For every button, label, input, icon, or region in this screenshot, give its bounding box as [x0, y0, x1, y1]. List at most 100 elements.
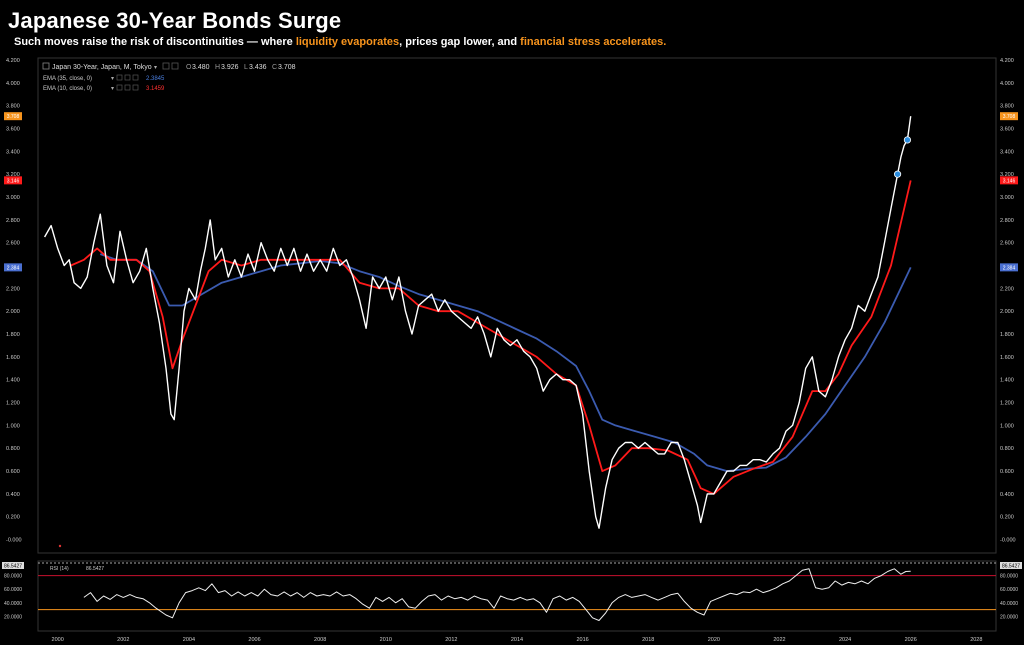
- y-tick-label-left: 3.400: [6, 149, 20, 155]
- x-tick-label: 2008: [314, 637, 326, 643]
- y-tick-label-right: 1.200: [1000, 401, 1014, 407]
- legend-eye-icon[interactable]: [116, 74, 123, 81]
- x-tick-label: 2022: [773, 637, 785, 643]
- subtitle-text: , prices gap lower, and: [399, 36, 521, 48]
- y-tick-label-right: 2.200: [1000, 286, 1014, 292]
- y-tick-label-left: 3.200: [6, 172, 20, 178]
- subtitle-highlight: liquidity evaporates: [295, 36, 400, 48]
- legend-rsi-label[interactable]: RSI (14): [50, 566, 69, 572]
- legend-settings-icon[interactable]: [124, 84, 131, 91]
- y-tick-label-right: 2.000: [1000, 309, 1014, 315]
- legend: Japan 30-Year, Japan, M, Tokyo ▾ O 3.480…: [42, 62, 296, 572]
- y-tick-label-right: 1.400: [1000, 378, 1014, 384]
- y-tick-label-right: 2.600: [1000, 241, 1014, 247]
- event-marker-icon: [893, 170, 902, 178]
- x-tick-label: 2004: [183, 637, 195, 643]
- y-tick-label-right: 3.000: [1000, 195, 1014, 201]
- x-tick-label: 2010: [380, 637, 392, 643]
- rsi-tick-left: 40.0000: [4, 601, 22, 607]
- legend-more-icon[interactable]: [132, 74, 139, 81]
- legend-ema35-label[interactable]: EMA (35, close, 0): [43, 76, 92, 82]
- legend-ema10-value: 3.1459: [146, 86, 165, 92]
- rsi-tick-right: 20.0000: [1000, 614, 1018, 620]
- x-axis: 2000 2002 2004 2006 2008 2010 2012 2014 2016 2018…: [52, 637, 983, 643]
- ema35-badge-right-bg: [1000, 263, 1018, 272]
- y-axis-right: 4.200 4.000 3.800 3.600 3.400 3.200 3.000 2.800…: [1000, 58, 1016, 544]
- legend-eye-icon[interactable]: [116, 84, 123, 91]
- ohlc-high-label: H: [215, 64, 220, 71]
- y-tick-label-right: 3.400: [1000, 149, 1014, 155]
- rsi-group: [38, 562, 996, 621]
- price-badge-left-label: 3.708: [7, 114, 20, 120]
- badges: 3.708 3.146 2.384 3.708 3.146 2.384: [4, 112, 1018, 272]
- x-tick-label: 2024: [839, 637, 851, 643]
- rsi-badge-right-bg: [1000, 562, 1022, 569]
- legend-ema10-label[interactable]: EMA (10, close, 0): [43, 86, 92, 92]
- legend-settings-icon[interactable]: [171, 62, 179, 70]
- y-tick-label-right: 1.600: [1000, 355, 1014, 361]
- price-badge-right-bg: [1000, 112, 1018, 121]
- ema10-badge-right-bg: [1000, 176, 1018, 185]
- rsi-tick-right: 60.0000: [1000, 587, 1018, 593]
- x-tick-label: 2028: [970, 637, 982, 643]
- y-tick-label-left: 1.000: [6, 423, 20, 429]
- legend-ema35-value: 2.3845: [146, 76, 165, 82]
- subtitle-highlight: financial stress accelerates.: [520, 36, 667, 48]
- x-tick-label: 2000: [52, 637, 64, 643]
- rsi-tick-right: 40.0000: [1000, 601, 1018, 607]
- legend-settings-icon[interactable]: [124, 74, 131, 81]
- legend-more-icon[interactable]: [132, 84, 139, 91]
- ohlc-open-label: O: [186, 64, 192, 71]
- rsi-axis: 80.0000 80.0000 60.0000 60.0000 40.0000 40.00…: [2, 562, 1022, 620]
- rsi-badge-left-bg: [2, 562, 24, 569]
- y-tick-label-right: 3.800: [1000, 104, 1014, 110]
- chevron-down-icon[interactable]: ▾: [111, 76, 114, 82]
- series-group: [43, 116, 912, 548]
- legend-symbol[interactable]: Japan 30-Year, Japan, M, Tokyo: [52, 64, 152, 71]
- y-tick-label-right: 0.200: [1000, 515, 1014, 521]
- ema10-badge-left-label: 3.146: [7, 178, 20, 184]
- chevron-down-icon[interactable]: ▾: [154, 65, 157, 71]
- y-tick-label-right: -0.000: [1000, 538, 1016, 544]
- ohlc-low-label: L: [244, 64, 248, 71]
- y-tick-label-left: 0.600: [6, 469, 20, 475]
- ema35-line: [100, 253, 912, 472]
- y-tick-label-right: 0.600: [1000, 469, 1014, 475]
- ohlc-close-label: C: [272, 64, 277, 71]
- rsi-tick-left: 60.0000: [4, 587, 22, 593]
- x-tick-label: 2006: [248, 637, 260, 643]
- y-tick-label-right: 1.000: [1000, 423, 1014, 429]
- y-tick-label-right: 3.600: [1000, 127, 1014, 133]
- price-badge-left-bg: [4, 112, 22, 121]
- rsi-badge-right-label: 86.5427: [1002, 564, 1020, 570]
- ema35-badge-left-label: 2.384: [7, 265, 20, 271]
- rsi-tick-left: 80.0000: [4, 574, 22, 580]
- ohlc-high-value: 3.926: [221, 64, 239, 71]
- legend-checkbox[interactable]: [42, 62, 50, 70]
- x-tick-label: 2020: [708, 637, 720, 643]
- price-badge-right-label: 3.708: [1003, 114, 1016, 120]
- marker-dot: [58, 544, 62, 548]
- legend-eye-icon[interactable]: [162, 62, 170, 70]
- ema10-badge-right-label: 3.146: [1003, 178, 1016, 184]
- chevron-down-icon[interactable]: ▾: [111, 86, 114, 92]
- y-tick-label-left: 0.800: [6, 446, 20, 452]
- x-tick-label: 2012: [445, 637, 457, 643]
- ohlc-low-value: 3.436: [249, 64, 267, 71]
- main-panel: [37, 57, 997, 554]
- y-tick-label-left: 3.800: [6, 104, 20, 110]
- y-tick-label-left: 2.000: [6, 309, 20, 315]
- x-tick-label: 2018: [642, 637, 654, 643]
- rsi-line: [83, 568, 911, 621]
- x-tick-label: 2002: [117, 637, 129, 643]
- y-tick-label-left: 4.000: [6, 81, 20, 87]
- y-tick-label-left: 1.600: [6, 355, 20, 361]
- y-tick-label-left: 3.600: [6, 127, 20, 133]
- y-tick-label-right: 1.800: [1000, 332, 1014, 338]
- rsi-tick-right: 80.0000: [1000, 574, 1018, 580]
- x-tick-label: 2016: [576, 637, 588, 643]
- subtitle-text: Such moves raise the risk of discontinui…: [14, 36, 296, 48]
- rsi-tick-left: 20.0000: [4, 614, 22, 620]
- ema10-badge-left-bg: [4, 176, 22, 185]
- page-subtitle: Such moves raise the risk of discontinui…: [14, 36, 666, 48]
